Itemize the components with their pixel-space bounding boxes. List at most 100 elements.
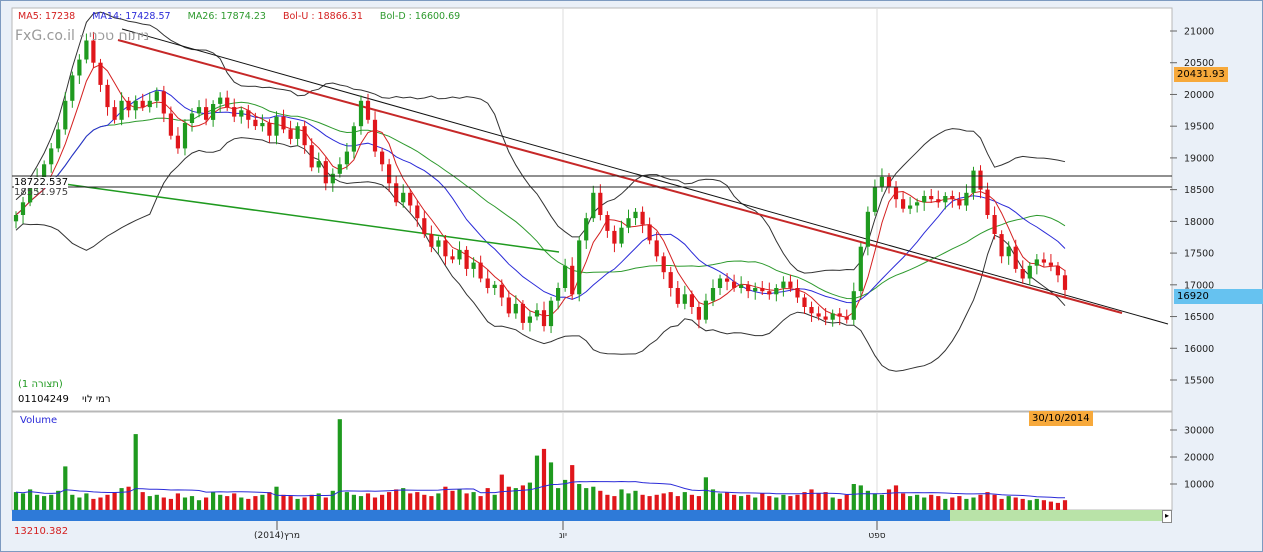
volume-bar — [20, 493, 26, 511]
candle-body — [985, 189, 990, 215]
candle-body — [936, 199, 941, 203]
price-tick-label: 20500 — [1184, 58, 1214, 69]
volume-bar — [274, 486, 279, 511]
price-tick-label: 18000 — [1184, 217, 1214, 228]
volume-bar — [436, 493, 441, 511]
candle-body — [140, 100, 145, 108]
candle-body — [816, 313, 821, 317]
candle-body — [703, 300, 708, 320]
candle-body — [358, 100, 364, 127]
volume-bar — [267, 492, 272, 511]
legend-ma14: MA14: 17428.57 — [92, 11, 171, 22]
ma5-line — [15, 64, 1066, 318]
view-label: (1 תצורה) — [18, 379, 63, 390]
candle-body — [84, 40, 89, 60]
volume-bar — [851, 484, 856, 511]
candle-body — [471, 262, 476, 269]
volume-bar — [739, 496, 744, 511]
candle-body — [13, 215, 19, 222]
volume-bar — [689, 494, 694, 511]
author-label: רמי לוי — [82, 394, 111, 405]
volume-bar — [344, 492, 349, 511]
volume-bar — [626, 493, 631, 511]
volume-bars — [13, 419, 1068, 512]
volume-bar — [450, 490, 455, 512]
candle-body — [189, 113, 195, 123]
volume-bar — [1034, 498, 1039, 511]
volume-bar — [1055, 502, 1060, 511]
candle-body — [337, 164, 342, 174]
price-tick-label: 18500 — [1184, 185, 1214, 196]
price-tick-label: 19000 — [1184, 153, 1214, 164]
volume-bar — [541, 448, 547, 511]
volume-bar — [182, 497, 188, 511]
candle-body — [70, 75, 75, 101]
volume-bar — [1020, 498, 1025, 511]
price-tick-label: 19500 — [1184, 122, 1214, 133]
trendline-green[interactable] — [49, 181, 560, 253]
volume-axis: 10000 20000 30000 — [1170, 426, 1214, 491]
legend-ma26: MA26: 17874.23 — [187, 11, 266, 22]
volume-bar — [929, 494, 934, 511]
time-tick-label: (2014)מרץ — [254, 531, 300, 541]
volume-bar — [753, 497, 758, 511]
candle-body — [823, 316, 828, 320]
volume-bar — [365, 493, 371, 511]
candle-body — [556, 288, 561, 301]
volume-bar — [570, 465, 575, 511]
volume-bar — [577, 484, 582, 511]
candle-body — [253, 119, 258, 127]
candle-body — [950, 196, 955, 200]
volume-bar — [732, 494, 737, 511]
legend-bol-u: Bol-U : 18866.31 — [282, 11, 363, 22]
price-tick-label: 16500 — [1184, 312, 1214, 323]
volume-bar — [302, 497, 307, 511]
price-tick-label: 16000 — [1184, 344, 1214, 355]
price-tick-label: 21000 — [1184, 27, 1214, 38]
candle-body — [844, 316, 849, 320]
candle-body — [1041, 259, 1046, 263]
volume-bar — [105, 494, 110, 511]
volume-bar — [232, 493, 237, 511]
volume-bar — [922, 497, 927, 511]
candle-body — [147, 100, 152, 108]
volume-bar — [767, 496, 772, 511]
candle-body — [809, 307, 814, 314]
volume-bar — [943, 498, 948, 511]
volume-bar — [147, 496, 152, 511]
volume-bar — [70, 494, 75, 511]
volume-bar — [56, 490, 61, 512]
volume-bar — [429, 496, 434, 511]
price-tick-label: 15500 — [1184, 376, 1214, 387]
price-tick-label: 17000 — [1184, 280, 1214, 291]
scrollbar-track-right[interactable] — [950, 510, 1162, 521]
volume-bar — [795, 494, 800, 511]
volume-bar — [204, 497, 209, 511]
volume-bar — [598, 490, 603, 512]
volume-bar — [478, 496, 483, 511]
candle-body — [422, 218, 427, 235]
volume-bar — [520, 485, 525, 511]
volume-bar — [717, 493, 723, 511]
volume-bar — [584, 488, 589, 511]
candle-body — [830, 313, 835, 320]
scroll-arrow-icon[interactable]: ▸ — [1162, 510, 1172, 523]
volume-bar — [133, 434, 138, 511]
volume-bar — [1062, 500, 1068, 511]
volume-bar — [879, 494, 884, 511]
volume-bar — [401, 488, 406, 511]
candle-body — [710, 288, 716, 301]
volume-bar — [175, 493, 180, 511]
volume-bar — [408, 493, 413, 511]
time-tick-label: יונ — [559, 531, 567, 541]
scrollbar-track-left[interactable] — [12, 510, 950, 521]
time-scrollbar[interactable]: ▸ — [12, 510, 1172, 523]
volume-bar — [605, 494, 610, 511]
volume-bar — [654, 494, 659, 511]
volume-bar — [394, 489, 399, 511]
volume-bar — [950, 497, 955, 511]
candle-body — [351, 126, 356, 152]
volume-bar — [901, 493, 906, 511]
candle-body — [232, 107, 237, 117]
